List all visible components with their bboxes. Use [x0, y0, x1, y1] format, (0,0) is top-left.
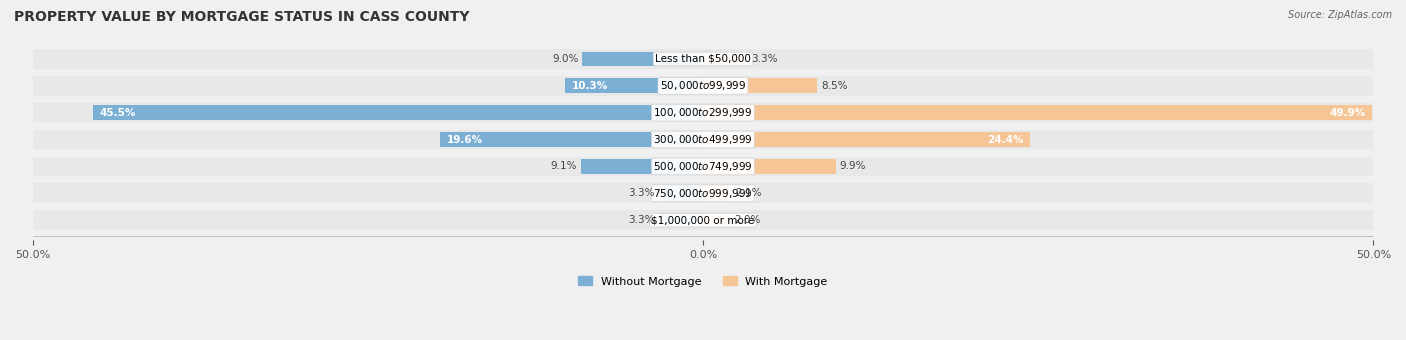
Bar — [659, 186, 703, 201]
Text: PROPERTY VALUE BY MORTGAGE STATUS IN CASS COUNTY: PROPERTY VALUE BY MORTGAGE STATUS IN CAS… — [14, 10, 470, 24]
Text: $50,000 to $99,999: $50,000 to $99,999 — [659, 79, 747, 92]
Text: 9.9%: 9.9% — [839, 162, 866, 171]
Bar — [703, 213, 730, 227]
Text: 9.0%: 9.0% — [553, 54, 578, 64]
Bar — [32, 76, 1374, 96]
Text: Less than $50,000: Less than $50,000 — [655, 54, 751, 64]
Text: 2.0%: 2.0% — [734, 215, 761, 225]
Text: $1,000,000 or more: $1,000,000 or more — [651, 215, 755, 225]
Bar — [703, 186, 731, 201]
Text: 49.9%: 49.9% — [1329, 108, 1365, 118]
Text: 3.3%: 3.3% — [751, 54, 778, 64]
Bar — [93, 105, 703, 120]
Bar — [703, 52, 747, 66]
Text: 10.3%: 10.3% — [572, 81, 607, 91]
Text: $300,000 to $499,999: $300,000 to $499,999 — [654, 133, 752, 146]
Bar — [32, 103, 1374, 122]
Text: Source: ZipAtlas.com: Source: ZipAtlas.com — [1288, 10, 1392, 20]
Text: 3.3%: 3.3% — [628, 188, 655, 198]
Bar — [32, 49, 1374, 69]
Text: 24.4%: 24.4% — [987, 135, 1024, 144]
Text: $500,000 to $749,999: $500,000 to $749,999 — [654, 160, 752, 173]
Text: 3.3%: 3.3% — [628, 215, 655, 225]
Bar — [703, 79, 817, 93]
Bar — [32, 130, 1374, 149]
Text: $750,000 to $999,999: $750,000 to $999,999 — [654, 187, 752, 200]
Legend: Without Mortgage, With Mortgage: Without Mortgage, With Mortgage — [574, 272, 832, 291]
Bar — [582, 52, 703, 66]
Text: 45.5%: 45.5% — [100, 108, 136, 118]
Bar — [703, 105, 1372, 120]
Bar — [32, 184, 1374, 203]
Bar — [440, 132, 703, 147]
Text: 8.5%: 8.5% — [821, 81, 848, 91]
Bar — [581, 159, 703, 174]
Bar — [703, 132, 1031, 147]
Bar — [565, 79, 703, 93]
Text: 19.6%: 19.6% — [447, 135, 484, 144]
Bar — [703, 159, 835, 174]
Bar — [659, 213, 703, 227]
Text: $100,000 to $299,999: $100,000 to $299,999 — [654, 106, 752, 119]
Bar — [32, 157, 1374, 176]
Bar — [32, 210, 1374, 230]
Text: 2.1%: 2.1% — [735, 188, 762, 198]
Text: 9.1%: 9.1% — [551, 162, 576, 171]
